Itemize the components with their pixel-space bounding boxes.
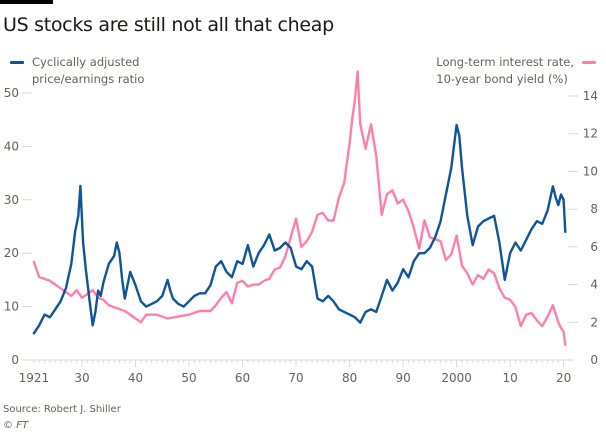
y-right-tick-label: 4 — [590, 278, 598, 292]
x-tick-label: 40 — [128, 371, 143, 385]
y-left-tick-label: 50 — [4, 86, 19, 100]
cape-series-line — [32, 123, 567, 335]
series-group — [32, 70, 567, 347]
x-tick-label: 80 — [342, 371, 357, 385]
legend-yield-swatch — [582, 61, 596, 64]
chart-title: US stocks are still not all that cheap — [3, 14, 334, 36]
y-left-tick-label: 10 — [4, 300, 19, 314]
y-right-tick-label: 14 — [583, 89, 598, 103]
y-right-tick-label: 2 — [590, 315, 598, 329]
brand-bar — [0, 0, 53, 4]
legend-yield: Long-term interest rate, 10-year bond yi… — [436, 54, 596, 88]
legend-cape-line2: price/earnings ratio — [32, 72, 145, 86]
x-tick-label: 1921 — [19, 371, 50, 385]
legend-cape-swatch — [10, 61, 24, 64]
x-tick-label: 90 — [395, 371, 410, 385]
y-left-tick-label: 0 — [11, 353, 19, 367]
y-right-tick-label: 12 — [583, 127, 598, 141]
x-tick-label: 20 — [556, 371, 571, 385]
copyright-org: FT — [16, 420, 29, 431]
x-tick-label: 70 — [288, 371, 303, 385]
copyright-note: © FT — [3, 420, 28, 431]
y-left-tick-label: 40 — [4, 139, 19, 153]
y-right-tick-label: 6 — [590, 240, 598, 254]
y-left-tick-label: 30 — [4, 193, 19, 207]
axes-group: 1921 30 40 50 60 70 80 90 2000 10 20 0 10 20 30 40 50 0 2 4… — [4, 86, 598, 385]
legend-yield-line1: Long-term interest rate, — [436, 55, 574, 69]
legend-cape: Cyclically adjusted price/earnings ratio — [10, 54, 144, 88]
y-right-tick-label: 0 — [590, 353, 598, 367]
x-tick-label: 2000 — [441, 371, 472, 385]
legend-cape-line1: Cyclically adjusted — [32, 55, 140, 69]
yield-series-line — [32, 70, 567, 347]
x-tick-label: 50 — [181, 371, 196, 385]
copyright-symbol: © — [3, 420, 13, 431]
source-note: Source: Robert J. Shiller — [3, 404, 121, 415]
legend-yield-line2: 10-year bond yield (%) — [436, 72, 568, 86]
y-right-tick-label: 10 — [583, 164, 598, 178]
y-left-tick-label: 20 — [4, 246, 19, 260]
x-tick-label: 10 — [502, 371, 517, 385]
x-tick-label: 60 — [235, 371, 250, 385]
y-right-tick-label: 8 — [590, 202, 598, 216]
x-tick-label: 30 — [74, 371, 89, 385]
